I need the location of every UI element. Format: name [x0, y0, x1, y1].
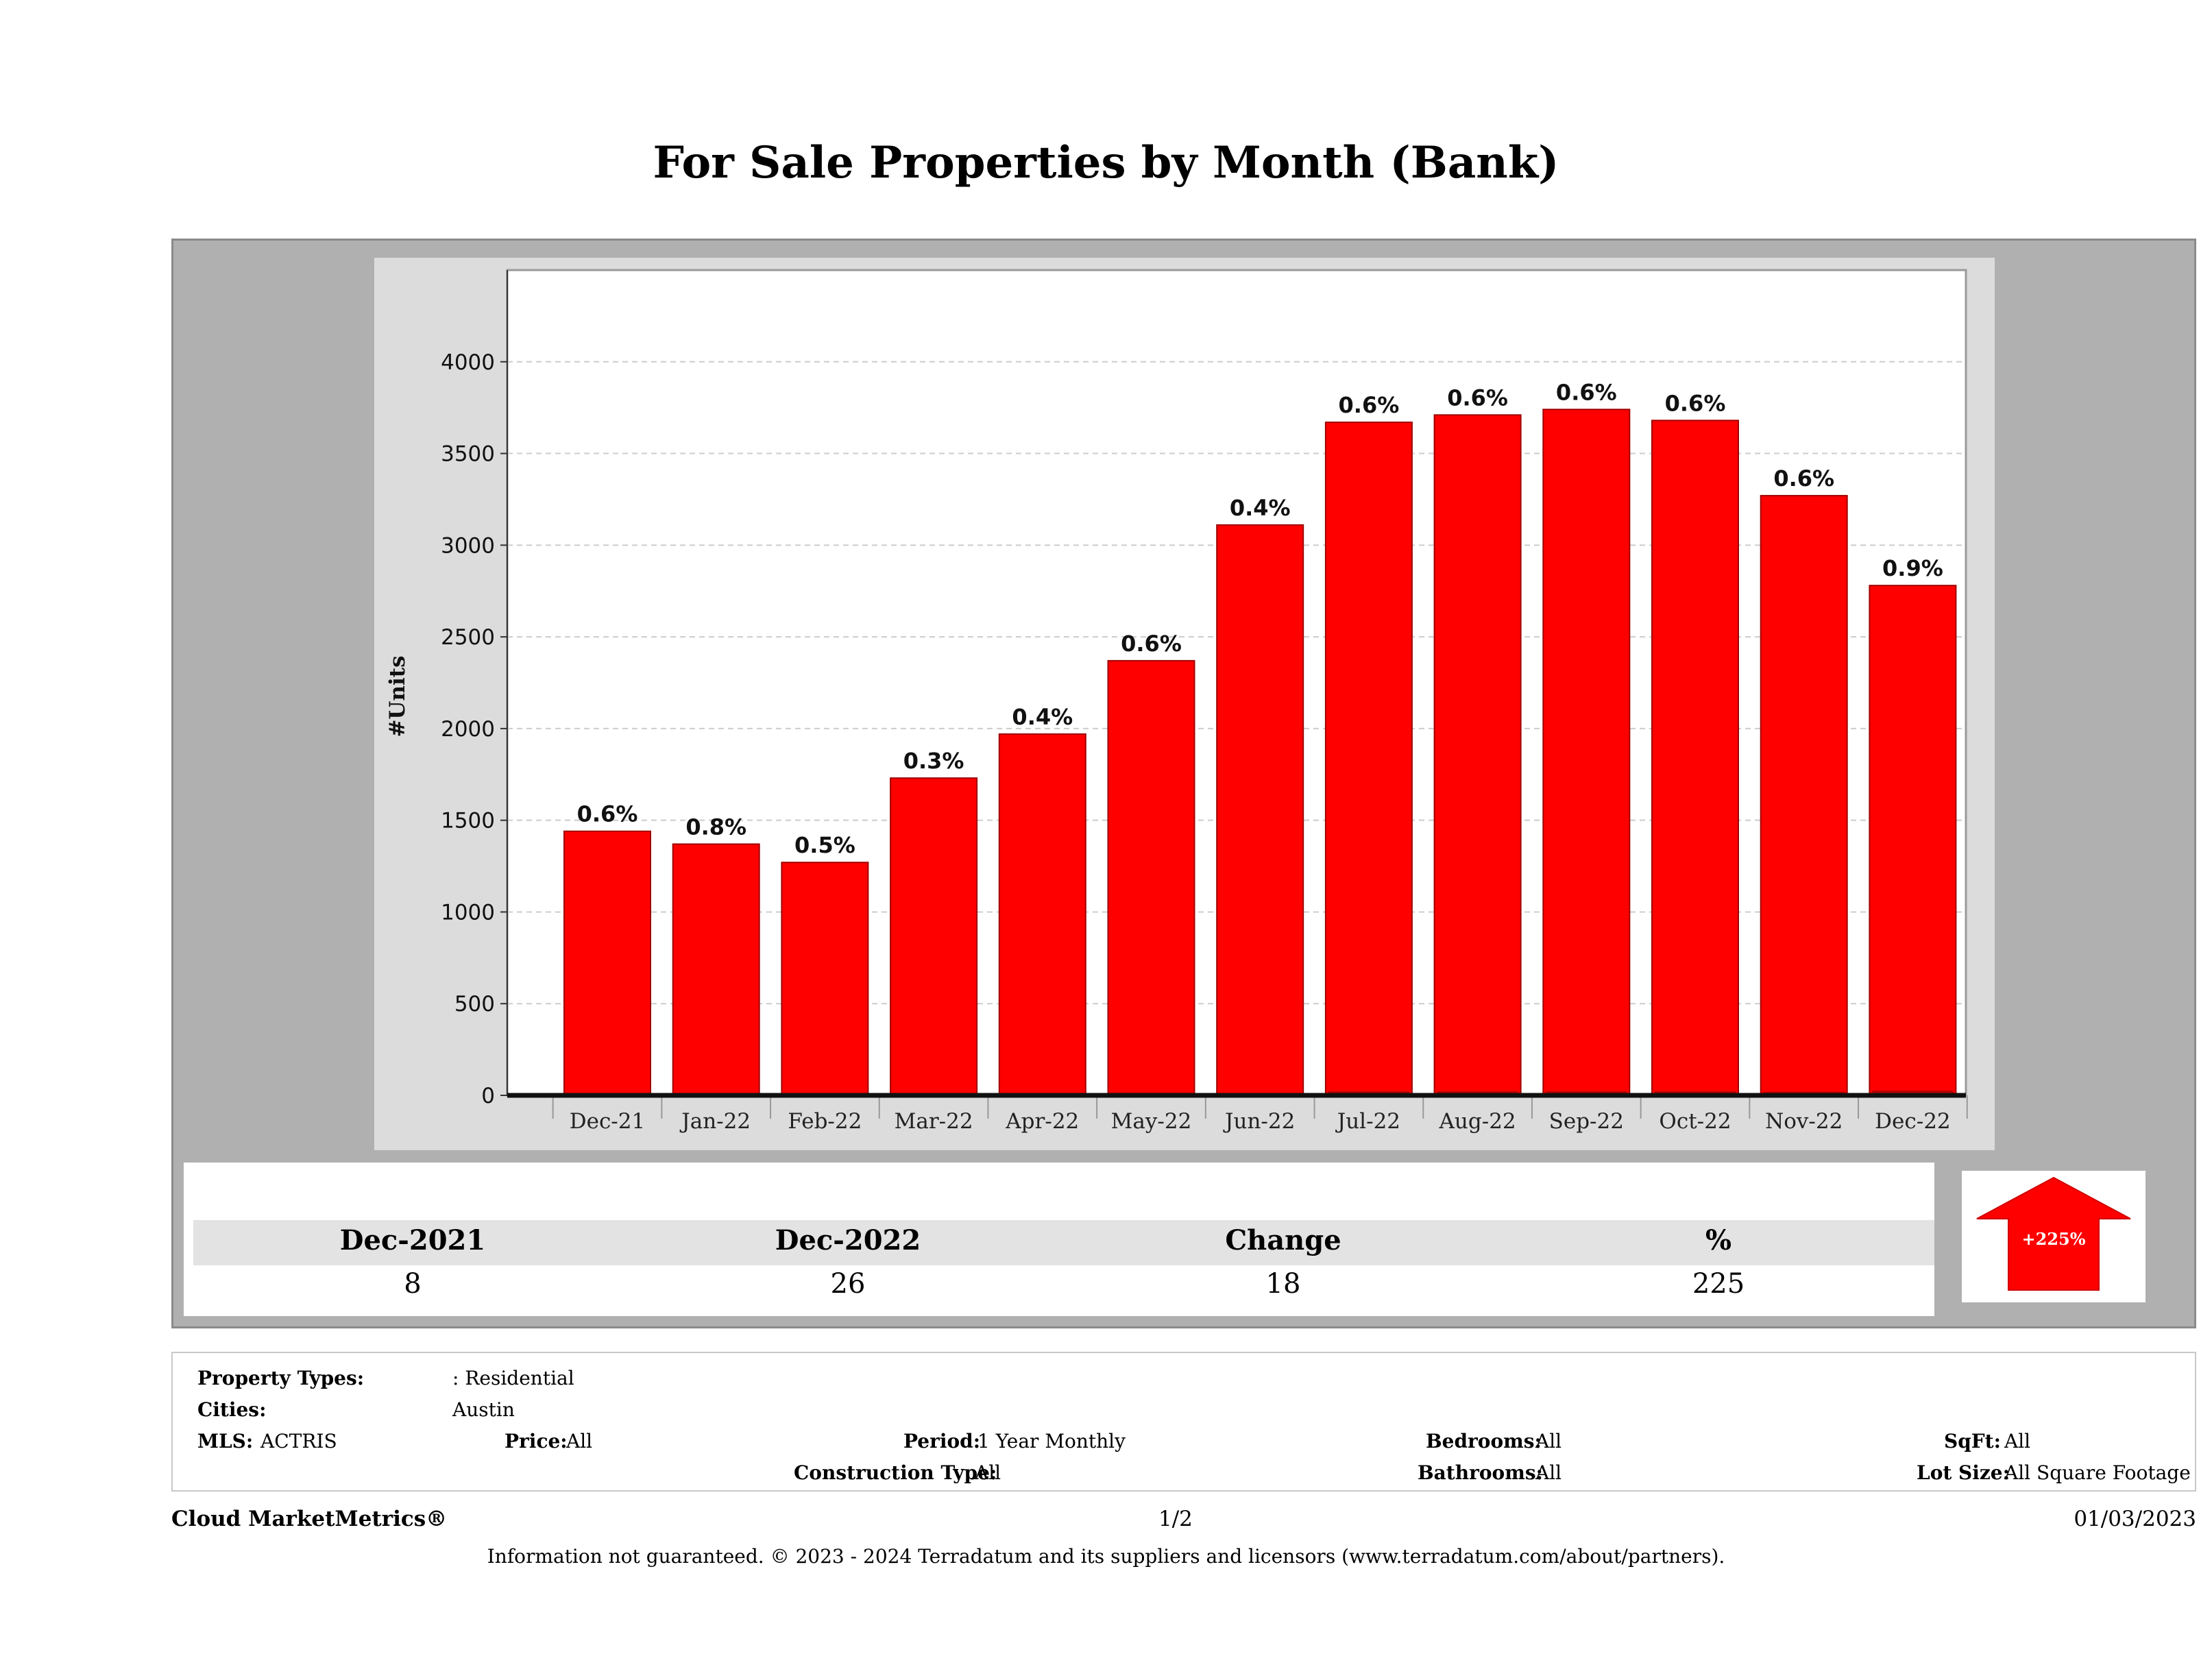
- summary-header-change: Change: [1225, 1224, 1341, 1256]
- bathrooms-value: All: [1535, 1461, 1562, 1484]
- up-arrow-icon: +225%: [1976, 1176, 2131, 1291]
- summary-header-end: Dec-2022: [775, 1224, 921, 1256]
- bar: [890, 777, 978, 1097]
- construction-type-value: All: [975, 1461, 1001, 1484]
- footer-page-number: 1/2: [1158, 1507, 1193, 1531]
- data-label: 0.4%: [1012, 704, 1073, 730]
- data-label: 0.6%: [1121, 631, 1182, 657]
- price-value: All: [566, 1430, 593, 1452]
- summary-value-change: 18: [1265, 1268, 1301, 1300]
- period-value: 1 Year Monthly: [977, 1430, 1126, 1452]
- summary-value-start: 8: [404, 1268, 422, 1300]
- data-label: 0.6%: [1665, 390, 1726, 416]
- x-tick-label: Oct-22: [1659, 1109, 1731, 1134]
- cities-value: Austin: [452, 1398, 515, 1421]
- y-tick-label: 3000: [441, 533, 495, 558]
- bar-chart: 0 500 1000 1500 2000 2500 3000 3500 4000 #Units 0.…: [385, 269, 1968, 1134]
- x-tick-label: Jan-22: [679, 1109, 751, 1134]
- summary-top-row: [193, 1172, 1934, 1217]
- bar: [563, 830, 651, 1096]
- y-tick-label: 1000: [441, 900, 495, 925]
- bar: [1216, 524, 1304, 1096]
- data-label: 0.6%: [1773, 465, 1834, 491]
- criteria-panel: [171, 1352, 2196, 1492]
- summary-value-percent: 225: [1692, 1268, 1745, 1300]
- data-label: 0.5%: [794, 832, 855, 858]
- data-label: 0.4%: [1230, 495, 1291, 521]
- summary-header-start: Dec-2021: [339, 1224, 486, 1256]
- bar: [1869, 585, 1957, 1096]
- summary-header-percent: %: [1705, 1224, 1731, 1256]
- bar: [998, 733, 1086, 1096]
- data-label: 0.6%: [1339, 392, 1400, 418]
- lot-size-label: Lot Size:: [1917, 1461, 2010, 1484]
- data-label: 0.6%: [1447, 385, 1508, 411]
- x-tick-label: Sep-22: [1549, 1109, 1624, 1134]
- bar: [1107, 659, 1195, 1096]
- x-tick-label: Mar-22: [895, 1109, 973, 1134]
- summary-value-end: 26: [830, 1268, 866, 1300]
- mls-label: MLS:: [197, 1430, 254, 1452]
- bedrooms-value: All: [1535, 1430, 1562, 1452]
- x-tick-label: Nov-22: [1765, 1109, 1843, 1134]
- bar: [1651, 420, 1739, 1096]
- cities-label: Cities:: [197, 1398, 267, 1421]
- summary-value-row: [193, 1265, 1934, 1306]
- bedrooms-label: Bedrooms:: [1426, 1430, 1542, 1452]
- summary-header-row: [193, 1220, 1934, 1265]
- data-label: 0.3%: [903, 748, 964, 774]
- y-tick-label: 2000: [441, 717, 495, 742]
- price-label: Price:: [505, 1430, 568, 1452]
- y-tick-label: 0: [481, 1084, 495, 1108]
- sqft-value: All: [2004, 1430, 2031, 1452]
- property-types-label: Property Types:: [197, 1367, 365, 1389]
- y-tick-label: 4000: [441, 350, 495, 375]
- y-axis-label: #Units: [385, 655, 410, 737]
- period-label: Period:: [903, 1430, 981, 1452]
- sqft-label: SqFt:: [1944, 1430, 2001, 1452]
- data-label: 0.6%: [577, 801, 638, 827]
- x-tick-label: Apr-22: [1005, 1109, 1079, 1134]
- construction-type-label: Construction Type:: [794, 1461, 997, 1484]
- mls-value: ACTRIS: [260, 1430, 337, 1452]
- y-tick-label: 500: [454, 992, 495, 1017]
- data-label: 0.9%: [1882, 555, 1943, 581]
- x-tick-label: May-22: [1111, 1109, 1192, 1134]
- change-badge-label: +225%: [2021, 1229, 2085, 1249]
- footer-brand: Cloud MarketMetrics®: [171, 1507, 448, 1531]
- change-badge: +225%: [1962, 1171, 2146, 1302]
- lot-size-value: All Square Footage: [2004, 1461, 2191, 1484]
- bar: [781, 862, 869, 1097]
- x-tick-label: Jul-22: [1335, 1109, 1400, 1134]
- plot-panel: 0 500 1000 1500 2000 2500 3000 3500 4000 #Units 0.…: [374, 258, 1995, 1150]
- x-tick-label: Feb-22: [788, 1109, 862, 1134]
- bar: [1324, 422, 1413, 1096]
- bathrooms-label: Bathrooms:: [1418, 1461, 1543, 1484]
- bar: [672, 843, 760, 1097]
- page-title: For Sale Properties by Month (Bank): [653, 137, 1559, 189]
- x-tick-label: Aug-22: [1439, 1109, 1516, 1134]
- data-label: 0.6%: [1556, 379, 1617, 405]
- footer-disclaimer: Information not guaranteed. © 2023 - 202…: [487, 1545, 1725, 1568]
- y-tick-label: 3500: [441, 442, 495, 467]
- y-tick-label: 2500: [441, 625, 495, 650]
- x-tick-label: Jun-22: [1223, 1109, 1295, 1134]
- x-tick-label: Dec-22: [1875, 1109, 1950, 1134]
- bar: [1433, 414, 1522, 1096]
- bar: [1760, 495, 1848, 1096]
- y-tick-label: 1500: [441, 809, 495, 834]
- bar: [1542, 409, 1631, 1096]
- x-tick-label: Dec-21: [570, 1109, 645, 1134]
- data-label: 0.8%: [685, 814, 746, 840]
- property-types-value: : Residential: [452, 1367, 574, 1389]
- footer-date: 01/03/2023: [2074, 1507, 2196, 1531]
